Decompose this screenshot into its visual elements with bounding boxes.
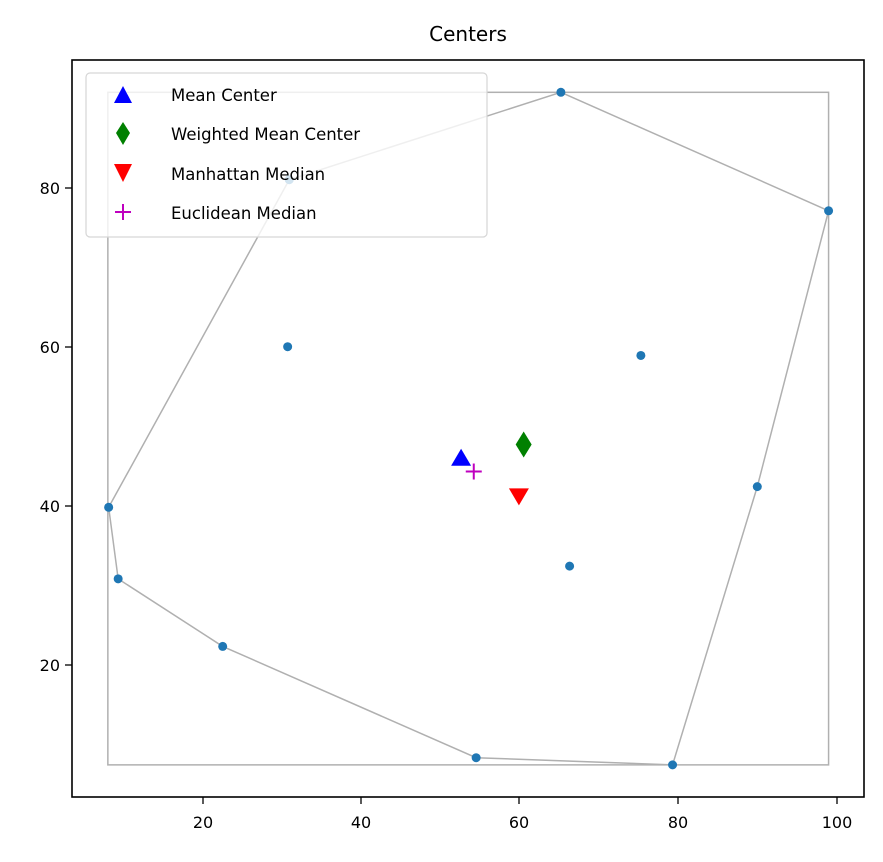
data-point bbox=[218, 641, 228, 651]
legend-item-mean-center: Mean Center bbox=[114, 86, 277, 105]
svg-text:Euclidean Median: Euclidean Median bbox=[171, 204, 317, 223]
data-point bbox=[636, 350, 646, 360]
marker-euclidean-median bbox=[465, 463, 482, 480]
svg-text:Manhattan Median: Manhattan Median bbox=[171, 165, 325, 184]
x-tick: 100 bbox=[822, 797, 853, 832]
svg-text:20: 20 bbox=[193, 813, 213, 832]
axes-frame bbox=[71, 59, 865, 798]
data-point bbox=[824, 206, 834, 216]
data-point bbox=[556, 87, 566, 97]
data-point bbox=[565, 561, 575, 571]
svg-text:80: 80 bbox=[668, 813, 688, 832]
marker-mean-center bbox=[451, 448, 472, 466]
x-tick: 20 bbox=[193, 797, 213, 832]
legend-item-manhattan-median: Manhattan Median bbox=[114, 164, 325, 184]
svg-text:40: 40 bbox=[40, 497, 60, 516]
legend-item-euclidean-median: Euclidean Median bbox=[115, 204, 317, 223]
triangle-down-icon bbox=[114, 164, 132, 182]
svg-text:80: 80 bbox=[40, 179, 60, 198]
x-tick: 40 bbox=[351, 797, 371, 832]
data-point bbox=[283, 342, 293, 352]
svg-text:Weighted Mean Center: Weighted Mean Center bbox=[171, 125, 360, 144]
diamond-icon bbox=[116, 122, 130, 145]
triangle-up-icon bbox=[114, 86, 132, 103]
chart-title: Centers bbox=[429, 22, 507, 46]
legend-box bbox=[85, 72, 488, 238]
legend: Mean Center Weighted Mean Center Manhatt… bbox=[85, 72, 488, 238]
data-point bbox=[104, 502, 114, 512]
y-tick: 60 bbox=[40, 338, 72, 357]
svg-text:Mean Center: Mean Center bbox=[171, 86, 277, 105]
y-tick: 80 bbox=[40, 179, 72, 198]
x-tick: 60 bbox=[509, 797, 529, 832]
svg-text:100: 100 bbox=[822, 813, 853, 832]
svg-text:20: 20 bbox=[40, 656, 60, 675]
svg-text:60: 60 bbox=[40, 338, 60, 357]
data-point bbox=[752, 482, 762, 492]
svg-text:60: 60 bbox=[509, 813, 529, 832]
data-point bbox=[471, 753, 481, 763]
y-tick: 40 bbox=[40, 497, 72, 516]
marker-manhattan-median bbox=[508, 488, 529, 506]
marker-weighted-mean-center bbox=[515, 431, 532, 458]
data-point bbox=[668, 760, 678, 770]
svg-text:40: 40 bbox=[351, 813, 371, 832]
y-axis: 20 40 60 80 bbox=[40, 179, 72, 675]
x-axis: 20 40 60 80 100 bbox=[193, 797, 852, 832]
plus-icon bbox=[115, 204, 131, 220]
legend-item-weighted-mean-center: Weighted Mean Center bbox=[116, 122, 360, 145]
y-tick: 20 bbox=[40, 656, 72, 675]
x-tick: 80 bbox=[668, 797, 688, 832]
data-point bbox=[113, 574, 123, 584]
